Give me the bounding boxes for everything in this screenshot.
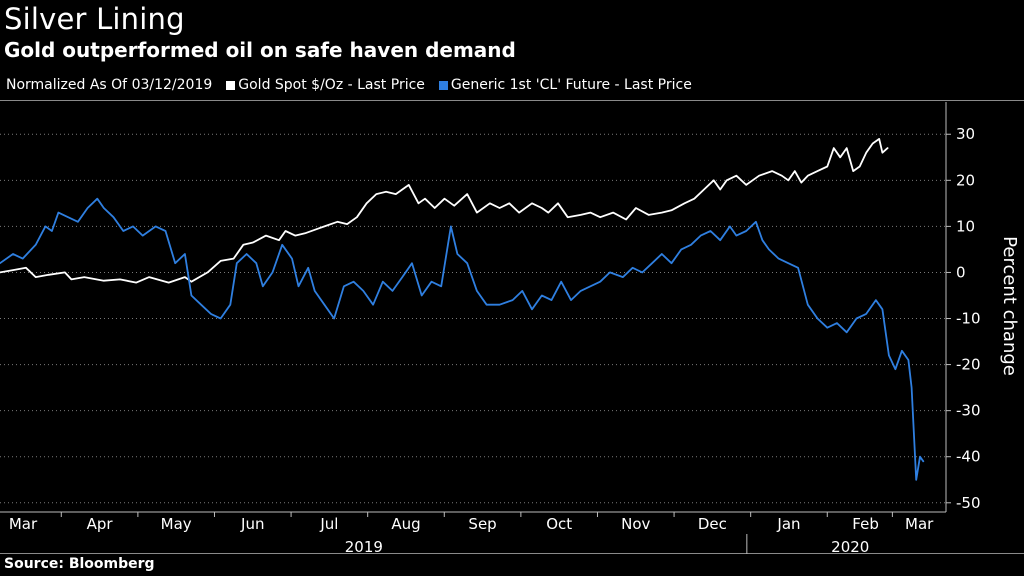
y-tick-label: -30 — [956, 402, 981, 420]
legend: Normalized As Of 03/12/2019 Gold Spot $/… — [6, 77, 692, 93]
legend-swatch-gold — [226, 80, 236, 90]
legend-note: Normalized As Of 03/12/2019 — [6, 77, 213, 93]
header-divider — [0, 100, 1024, 101]
series-line-oil — [0, 197, 925, 481]
x-tick-label: Aug — [391, 515, 420, 533]
year-label: 2019 — [345, 538, 383, 556]
y-tick-label: -40 — [956, 448, 981, 466]
x-tick-label: Dec — [698, 515, 727, 533]
chart-subtitle: Gold outperformed oil on safe haven dema… — [4, 38, 516, 62]
x-tick-label: Mar — [9, 515, 38, 533]
y-tick-label: -50 — [956, 494, 981, 512]
x-tick-label: Jun — [240, 515, 264, 533]
y-tick-label: 30 — [956, 125, 975, 143]
y-tick-label: 20 — [956, 171, 975, 189]
x-tick-label: Feb — [852, 515, 879, 533]
x-tick-label: Jul — [319, 515, 338, 533]
y-tick-label: 0 — [956, 263, 966, 281]
y-tick-label: -20 — [956, 356, 981, 374]
y-tick-label: -10 — [956, 310, 981, 328]
series-line-gold — [0, 138, 889, 284]
legend-item-oil: Generic 1st 'CL' Future - Last Price — [438, 77, 692, 93]
footer-divider — [0, 553, 1024, 554]
x-tick-label: Sep — [468, 515, 496, 533]
legend-label-oil: Generic 1st 'CL' Future - Last Price — [450, 77, 692, 93]
chart-title: Silver Lining — [4, 2, 185, 36]
x-tick-label: Nov — [621, 515, 650, 533]
x-tick-label: May — [161, 515, 192, 533]
legend-item-gold: Gold Spot $/Oz - Last Price — [226, 77, 425, 93]
y-axis-label: Percent change — [999, 236, 1020, 376]
source-note: Source: Bloomberg — [4, 556, 155, 572]
y-tick-label: 10 — [956, 217, 975, 235]
x-tick-label: Oct — [546, 515, 572, 533]
x-tick-label: Apr — [87, 515, 114, 533]
legend-label-gold: Gold Spot $/Oz - Last Price — [238, 77, 425, 93]
legend-swatch-oil — [438, 80, 448, 90]
year-label: 2020 — [831, 538, 869, 556]
x-tick-label: Mar — [905, 515, 934, 533]
x-tick-label: Jan — [776, 515, 800, 533]
